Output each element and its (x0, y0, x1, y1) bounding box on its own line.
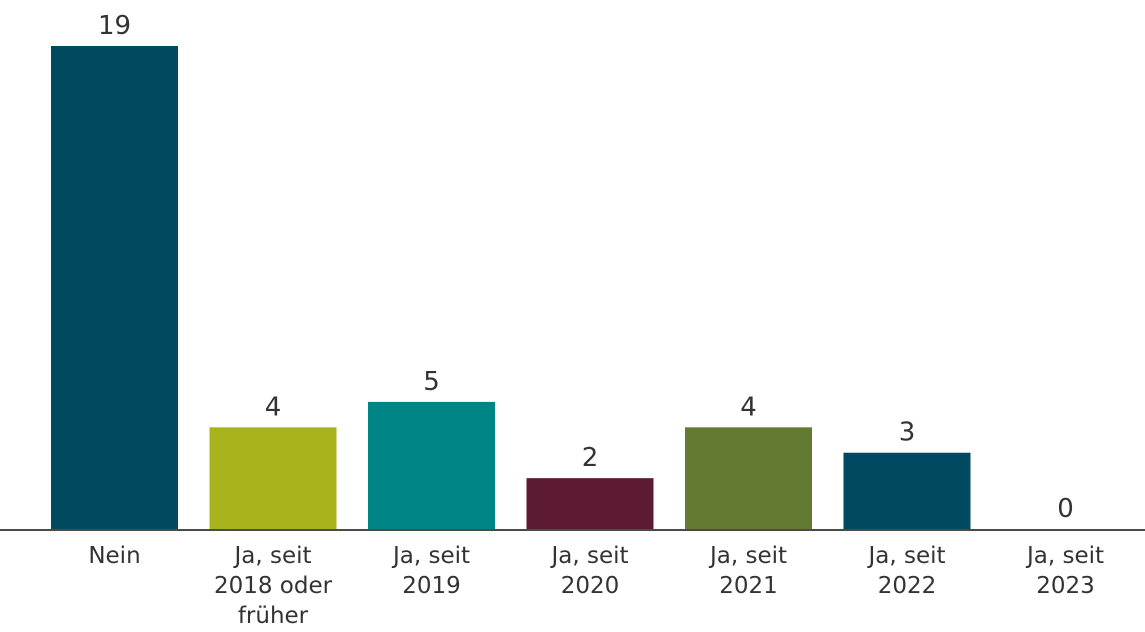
bar-4 (685, 427, 812, 529)
bar-3 (526, 478, 654, 529)
x-tick-label-1: Ja, seit 2018 oder früher (214, 543, 333, 629)
value-label-4: 4 (740, 392, 757, 422)
value-label-5: 3 (899, 418, 916, 448)
bar-0 (51, 46, 178, 529)
bar-1 (209, 427, 337, 529)
value-label-2: 5 (423, 367, 440, 397)
x-tick-label-5: Ja, seit 2022 (866, 543, 945, 599)
x-tick-label-1-line-2: früher (238, 603, 309, 629)
x-tick-label-0-line-0: Nein (88, 543, 140, 569)
x-tick-label-6-line-0: Ja, seit (1025, 543, 1104, 569)
x-tick-label-0: Nein (88, 543, 140, 569)
x-tick-label-2-line-1: 2019 (402, 573, 461, 599)
value-label-1: 4 (265, 392, 282, 422)
x-tick-label-6-line-1: 2023 (1036, 573, 1095, 599)
x-tick-label-5-line-1: 2022 (878, 573, 937, 599)
value-label-3: 2 (582, 443, 599, 473)
bar-5 (843, 452, 971, 529)
x-tick-label-6: Ja, seit 2023 (1025, 543, 1104, 599)
bar-2 (368, 401, 495, 529)
value-labels-group: 19 4 5 2 4 3 0 (98, 11, 1074, 524)
value-label-6: 0 (1057, 494, 1074, 524)
x-tick-label-3: Ja, seit 2020 (549, 543, 628, 599)
x-tick-label-3-line-0: Ja, seit (549, 543, 628, 569)
bars-group (51, 46, 971, 529)
x-tick-label-2: Ja, seit 2019 (391, 543, 470, 599)
x-tick-label-4: Ja, seit 2021 (708, 543, 787, 599)
x-tick-label-4-line-1: 2021 (719, 573, 778, 599)
x-tick-label-1-line-0: Ja, seit (232, 543, 311, 569)
x-tick-label-4-line-0: Ja, seit (708, 543, 787, 569)
x-tick-label-5-line-0: Ja, seit (866, 543, 945, 569)
value-label-0: 19 (98, 11, 131, 41)
x-tick-label-3-line-1: 2020 (561, 573, 620, 599)
x-tick-label-2-line-0: Ja, seit (391, 543, 470, 569)
x-tick-label-1-line-1: 2018 oder (214, 573, 333, 599)
